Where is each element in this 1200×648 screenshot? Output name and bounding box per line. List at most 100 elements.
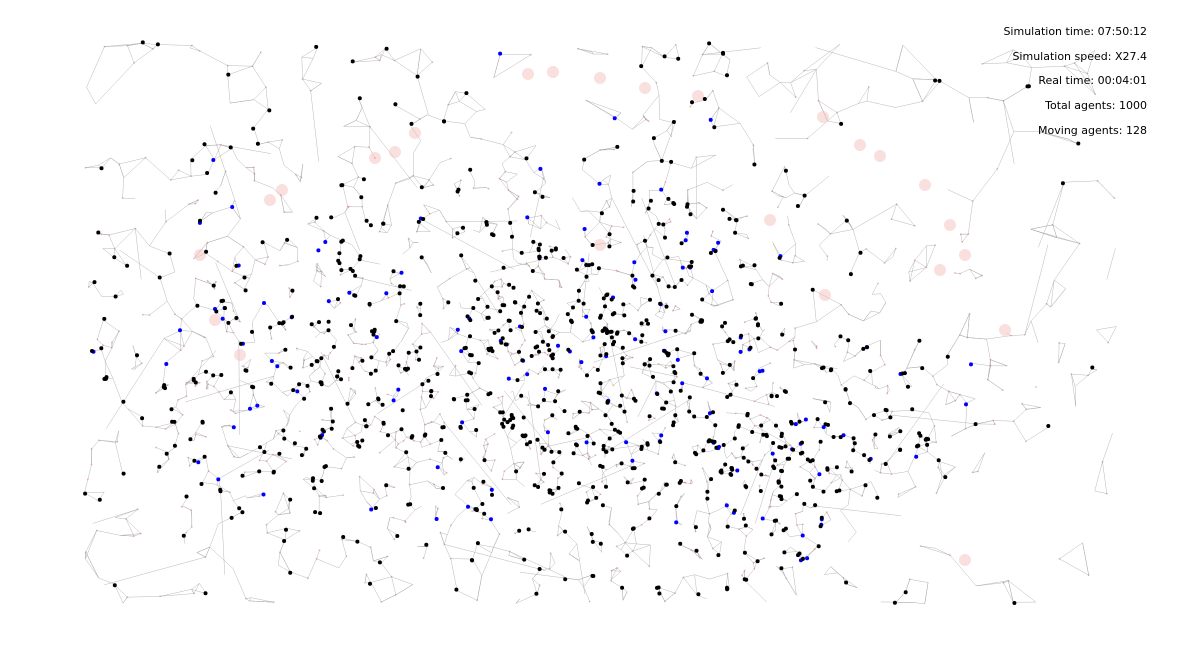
moving-agent <box>803 417 808 422</box>
road-node <box>133 62 136 64</box>
stationary-agent <box>488 391 493 396</box>
stationary-agent <box>838 435 843 440</box>
stationary-agent <box>615 330 620 335</box>
road-node <box>348 379 350 382</box>
stationary-agent <box>591 485 596 489</box>
road-node <box>352 342 355 345</box>
road-node <box>1010 334 1012 337</box>
road-node <box>510 131 513 134</box>
moving-agent <box>525 372 530 377</box>
stationary-agent <box>892 600 897 605</box>
road-node <box>215 280 217 283</box>
stationary-agent <box>759 472 764 477</box>
stationary-agent <box>384 483 389 488</box>
road-node <box>309 89 312 92</box>
road-node <box>316 269 318 272</box>
stationary-agent <box>530 269 535 273</box>
road-node <box>547 445 549 448</box>
stationary-agent <box>229 515 234 520</box>
stationary-agent <box>598 381 603 386</box>
stationary-agent <box>604 293 609 298</box>
road-node <box>1007 579 1010 582</box>
road-node <box>278 352 280 354</box>
stationary-agent <box>519 250 524 255</box>
stationary-agent <box>532 190 537 195</box>
road-node <box>339 274 342 276</box>
moving-agent <box>275 364 280 369</box>
stationary-agent <box>625 553 630 558</box>
stationary-agent <box>341 535 346 539</box>
stationary-agent <box>1026 84 1031 89</box>
congestion-hotspot <box>409 127 421 139</box>
road-node <box>324 372 326 375</box>
road-node <box>220 143 222 146</box>
road-node <box>909 280 911 282</box>
simulation-speed-label: Simulation speed: X27.4 <box>1012 49 1147 63</box>
stationary-agent <box>831 435 836 439</box>
stationary-agent <box>473 507 478 512</box>
road-node <box>220 426 223 428</box>
road-node <box>971 200 974 203</box>
road-node <box>267 141 269 144</box>
stationary-agent <box>571 451 576 456</box>
road-node <box>766 62 769 64</box>
stationary-agent <box>704 415 709 419</box>
road-node <box>405 361 408 363</box>
stationary-agent <box>917 338 922 343</box>
road-node <box>442 456 445 459</box>
road-node <box>513 364 516 366</box>
road-node <box>828 472 831 475</box>
road-node <box>241 365 244 367</box>
stationary-agent <box>755 559 760 564</box>
stationary-agent <box>418 345 423 350</box>
road-node <box>187 456 190 459</box>
road-node <box>415 230 418 233</box>
road-node <box>932 375 934 378</box>
road-node <box>272 601 275 604</box>
moving-agent <box>399 270 404 275</box>
road-node <box>879 354 882 357</box>
road-node <box>185 395 188 398</box>
stationary-agent <box>585 373 589 378</box>
road-node <box>558 285 561 288</box>
stationary-agent <box>769 394 774 399</box>
stationary-agent <box>205 171 210 175</box>
stationary-agent <box>409 435 414 440</box>
road-node <box>640 523 643 526</box>
road-node <box>655 493 658 496</box>
stationary-agent <box>725 585 729 590</box>
stationary-agent <box>846 338 851 343</box>
stationary-agent <box>391 269 396 274</box>
stationary-agent <box>672 370 677 374</box>
stationary-agent <box>290 288 295 293</box>
stationary-agent <box>228 390 233 395</box>
road-node <box>699 368 701 370</box>
stationary-agent <box>140 416 145 421</box>
stationary-agent <box>619 393 624 398</box>
road-node <box>631 550 634 552</box>
road-node <box>654 417 656 420</box>
moving-agent <box>460 420 465 425</box>
stationary-agent <box>858 250 863 255</box>
road-node <box>626 421 629 424</box>
road-node <box>164 428 167 430</box>
stationary-agent <box>311 476 315 481</box>
road-node <box>865 248 868 250</box>
road-node <box>690 479 693 482</box>
stationary-agent <box>603 304 607 309</box>
road-node <box>592 366 595 368</box>
road-node <box>429 458 431 461</box>
road-node <box>516 198 519 201</box>
stationary-agent <box>601 443 606 448</box>
road-node <box>393 486 396 489</box>
stationary-agent <box>802 501 807 506</box>
moving-agent <box>683 238 688 243</box>
road-node <box>407 237 410 240</box>
road-node <box>572 412 575 415</box>
stationary-agent <box>509 413 514 417</box>
stationary-agent <box>291 388 296 393</box>
road-node <box>282 492 285 495</box>
road-node <box>141 313 144 316</box>
road-node <box>173 313 176 316</box>
